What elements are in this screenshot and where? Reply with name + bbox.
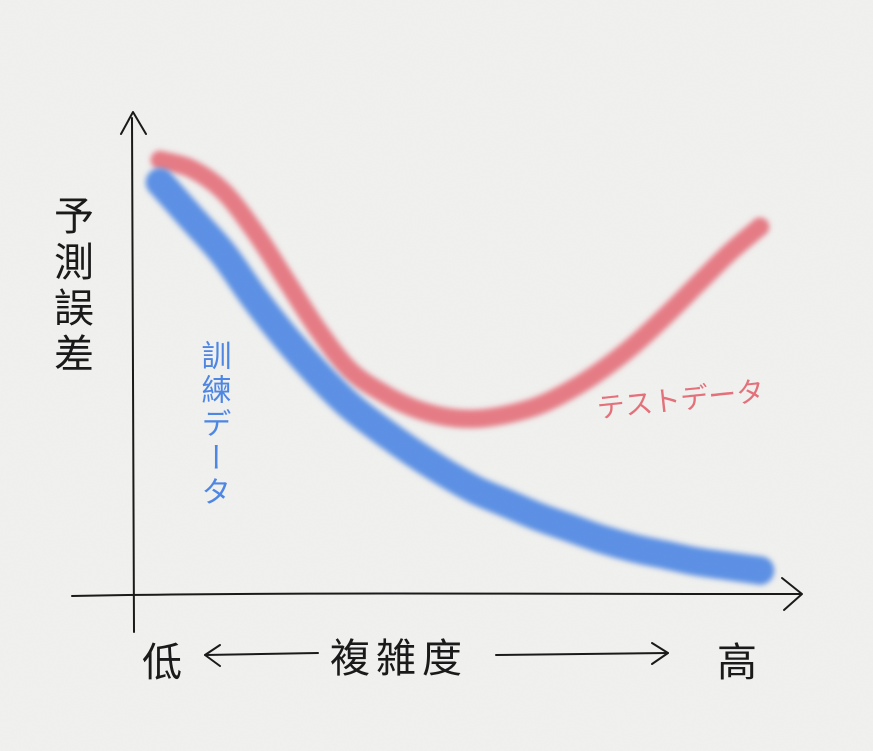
x-high-label: 高 bbox=[717, 640, 757, 686]
x-axis-arrowhead bbox=[781, 577, 803, 611]
right-arrow bbox=[495, 642, 669, 665]
left-arrow bbox=[204, 644, 319, 667]
series-test bbox=[149, 149, 771, 430]
y-axis bbox=[120, 111, 147, 633]
series-train bbox=[144, 166, 776, 587]
x-axis bbox=[71, 577, 803, 611]
x-low-label: 低 bbox=[142, 640, 182, 686]
series-line bbox=[147, 169, 773, 584]
x-axis-label: 複雑度 bbox=[330, 636, 468, 682]
y-axis-label: 予測誤差 bbox=[47, 195, 93, 379]
series-label-train: 訓練データ bbox=[196, 340, 231, 510]
series-line bbox=[152, 152, 768, 427]
y-axis-arrowhead bbox=[120, 111, 147, 135]
series-layer bbox=[144, 149, 776, 587]
